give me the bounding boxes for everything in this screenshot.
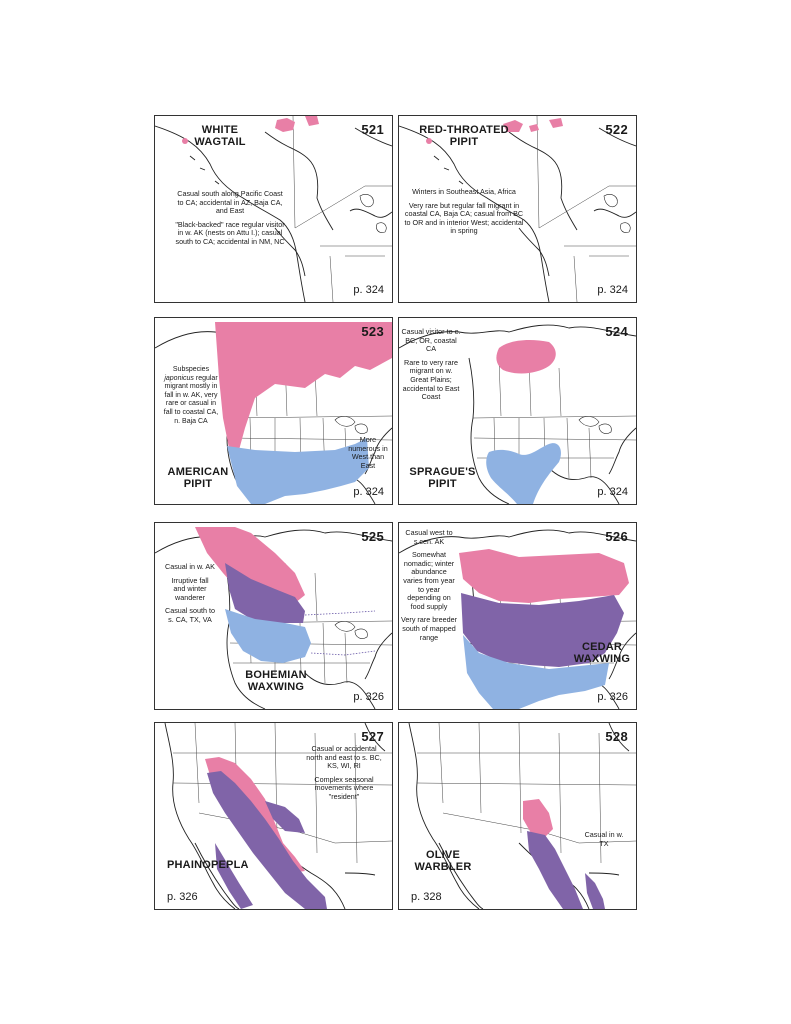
winter-range: [225, 609, 311, 663]
breeding-range: [503, 120, 523, 132]
range-note: Winters in Southeast Asia, Africa Very r…: [404, 187, 524, 236]
range-map-panel: 528 Casual in w. TX OLIVE WARBLER p. 328: [398, 722, 637, 910]
range-note: Casual south along Pacific Coast to CA; …: [175, 189, 285, 246]
breeding-range: [195, 527, 305, 603]
range-map: [399, 529, 636, 709]
map-number: 527: [361, 729, 384, 744]
range-map: [155, 116, 392, 302]
species-title: OLIVE WARBLER: [414, 849, 472, 873]
map-number: 525: [361, 529, 384, 544]
range-side-note: More numerous in West than East: [348, 435, 388, 470]
year-round-range: [527, 831, 583, 909]
page-reference: p. 324: [353, 284, 384, 296]
range-map-panel: 527 Casual or accidental north and east …: [154, 722, 393, 910]
range-map: [399, 116, 636, 302]
range-note: Casual visitor to e. BC, OR, coastal CA …: [401, 327, 461, 402]
breeding-range: [459, 549, 629, 603]
breeding-range: [426, 138, 432, 144]
range-map: [155, 322, 392, 504]
range-map-panel: 525 Casual in w. AK Irruptive fall and w…: [154, 522, 393, 710]
winter-range: [486, 443, 561, 504]
species-title: WHITE WAGTAIL: [194, 124, 246, 148]
year-round-range: [265, 801, 305, 833]
breeding-range: [549, 118, 563, 128]
breeding-range: [305, 116, 319, 126]
range-note: Casual in w. TX: [584, 830, 624, 848]
range-map: [408, 723, 636, 909]
year-round-range: [215, 843, 253, 909]
page-reference: p. 324: [597, 284, 628, 296]
map-number: 523: [361, 324, 384, 339]
map-number: 521: [361, 122, 384, 137]
year-round-range: [207, 771, 327, 909]
page-reference: p. 324: [353, 486, 384, 498]
map-number: 526: [605, 529, 628, 544]
range-map: [399, 324, 636, 504]
species-title: RED-THROATED PIPIT: [419, 124, 509, 148]
range-map-panel: 522 RED-THROATED PIPIT Winters in Southea…: [398, 115, 637, 303]
breeding-range: [215, 322, 392, 458]
species-title: CEDAR WAXWING: [573, 641, 631, 665]
range-note: Casual or accidental north and east to s…: [306, 744, 382, 801]
winter-range: [463, 635, 609, 709]
map-number: 528: [605, 729, 628, 744]
range-map-panel: 524 Casual visitor to e. BC, OR, coastal…: [398, 317, 637, 505]
range-map-panel: 523 Subspecies japonicus regular migrant…: [154, 317, 393, 505]
species-title: SPRAGUE'S PIPIT: [409, 466, 476, 490]
breeding-range: [275, 118, 295, 132]
map-number: 522: [605, 122, 628, 137]
breeding-range: [496, 340, 556, 374]
page-reference: p. 328: [411, 891, 442, 903]
irruptive-range-boundary: [304, 610, 376, 616]
range-map-panel: 526 Casual west to s.cen. AK Somewhat no…: [398, 522, 637, 710]
range-note: Casual west to s.cen. AK Somewhat nomadi…: [401, 528, 457, 642]
breeding-range: [529, 124, 539, 132]
page-reference: p. 326: [167, 891, 198, 903]
year-round-range: [225, 563, 305, 623]
map-number: 524: [605, 324, 628, 339]
breeding-range: [182, 138, 188, 144]
species-title: BOHEMIAN WAXWING: [245, 669, 307, 693]
page-reference: p. 326: [353, 691, 384, 703]
range-note: Casual in w. AK Irruptive fall and winte…: [165, 562, 215, 624]
range-map: [164, 723, 392, 909]
species-title: PHAINOPEPLA: [167, 859, 249, 871]
year-round-range: [585, 873, 605, 909]
year-round-range: [461, 593, 624, 667]
irruptive-range-boundary: [310, 650, 376, 656]
winter-range: [227, 438, 369, 504]
page-reference: p. 324: [597, 486, 628, 498]
range-map-panel: 521 WHITE WAGTAIL Casual south along Paci…: [154, 115, 393, 303]
page-reference: p. 326: [597, 691, 628, 703]
range-map: [155, 527, 392, 709]
breeding-range: [523, 799, 553, 837]
range-note: Subspecies japonicus regular migrant mos…: [163, 366, 219, 425]
species-title: AMERICAN PIPIT: [167, 466, 229, 490]
